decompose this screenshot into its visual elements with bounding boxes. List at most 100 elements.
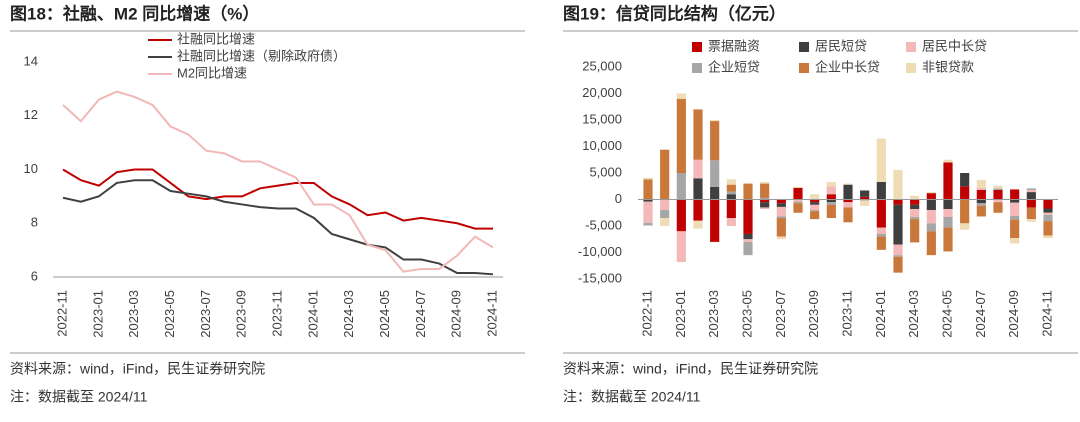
bar-segment — [1010, 215, 1020, 220]
bar-segment — [793, 187, 803, 200]
bar-segment — [760, 202, 770, 208]
bar-segment — [960, 173, 970, 187]
x-tick-label: 2022-11 — [54, 290, 69, 337]
date-note: 注：数据截至 2024/11 — [563, 389, 701, 405]
bar-segment — [1043, 214, 1053, 222]
bar-segment — [826, 182, 836, 187]
legend-label: 社融同比增速（剔除政府债） — [177, 48, 346, 63]
bar-segment — [993, 199, 1003, 203]
bar-segment — [693, 220, 703, 229]
x-tick-label: 2022-11 — [639, 290, 654, 337]
bar-segment — [826, 199, 836, 203]
bar-segment — [760, 207, 770, 210]
bar-segment — [776, 199, 786, 204]
bar-segment — [1043, 221, 1053, 236]
legend-label: 企业中长贷 — [815, 59, 880, 74]
legend-swatch — [906, 42, 916, 52]
bar-segment — [1026, 188, 1036, 190]
bar-segment — [993, 188, 1003, 190]
legend-label: 票据融资 — [708, 38, 760, 53]
bar-segment — [893, 255, 903, 257]
x-tick-label: 2023-01 — [90, 290, 105, 338]
bar-segment — [693, 109, 703, 160]
bar-segment — [810, 211, 820, 220]
legend-swatch — [692, 63, 702, 73]
bar-segment — [660, 199, 670, 211]
bar-segment — [776, 206, 786, 217]
bar-segment — [1043, 199, 1053, 209]
series-line — [62, 90, 494, 273]
bar-segment — [860, 200, 870, 206]
bar-segment — [876, 138, 886, 183]
bar-segment — [810, 194, 820, 200]
bar-segment — [810, 202, 820, 205]
bar-segment — [743, 233, 753, 240]
bar-segment — [943, 216, 953, 228]
bar-segment — [976, 199, 986, 204]
y-tick-label: 0 — [615, 191, 622, 206]
bar-segment — [710, 121, 720, 161]
bar-segment — [726, 179, 736, 185]
bar-segment — [793, 186, 803, 188]
y-tick-label: 12 — [24, 107, 38, 122]
bar-segment — [726, 199, 736, 219]
x-tick-label: 2023-11 — [269, 290, 284, 337]
bar-segment — [960, 199, 970, 224]
x-tick-label: 2024-07 — [413, 290, 428, 338]
x-tick-label: 2024-11 — [1039, 290, 1054, 337]
x-tick-label: 2024-09 — [1006, 290, 1021, 338]
bar-segment — [793, 199, 803, 202]
bar-segment — [776, 236, 786, 240]
legend-swatch — [799, 42, 809, 52]
bar-segment — [943, 159, 953, 163]
date-note: 注：数据截至 2024/11 — [10, 389, 148, 405]
bar-segment — [693, 159, 703, 179]
bar-segment — [710, 186, 720, 200]
x-tick-label: 2024-11 — [484, 290, 499, 337]
bar-segment — [1010, 238, 1020, 244]
x-tick-label: 2024-03 — [906, 290, 921, 338]
bar-segment — [993, 185, 1003, 189]
bar-segment — [776, 218, 786, 237]
legend-swatch — [692, 42, 702, 52]
x-tick-label: 2023-07 — [198, 290, 213, 338]
bar-segment — [976, 203, 986, 206]
legend-label: 居民中长贷 — [922, 38, 987, 53]
bar-segment — [1010, 199, 1020, 203]
bar-segment — [760, 197, 770, 200]
bar-segment — [1010, 219, 1020, 239]
bar-segment — [976, 189, 986, 200]
bar-segment — [826, 204, 836, 219]
legend-label: M2同比增速 — [177, 65, 247, 80]
chart-title: 图18：社融、M2 同比增速（%） — [10, 3, 259, 23]
series-line — [62, 168, 493, 230]
bar-segment — [910, 204, 920, 210]
legend-label: 非银贷款 — [922, 59, 974, 74]
bar-segment — [1010, 189, 1020, 200]
x-tick-label: 2023-09 — [806, 290, 821, 338]
bar-segment — [893, 256, 903, 273]
x-tick-label: 2024-09 — [449, 290, 464, 338]
bar-segment — [726, 218, 736, 226]
bar-segment — [860, 190, 870, 197]
bar-segment — [676, 98, 686, 173]
bar-segment — [776, 216, 786, 219]
bar-segment — [726, 194, 736, 200]
bar-segment — [910, 209, 920, 217]
bar-segment — [810, 199, 820, 203]
bar-segment — [826, 194, 836, 200]
bar-segment — [1026, 189, 1036, 193]
bar-segment — [676, 199, 686, 232]
bar-segment — [710, 160, 720, 187]
bar-segment — [860, 196, 870, 200]
bar-segment — [876, 236, 886, 250]
bar-segment — [1026, 192, 1036, 200]
bar-segment — [793, 201, 803, 204]
x-tick-label: 2023-05 — [162, 290, 177, 338]
y-tick-label: 10 — [24, 161, 38, 176]
bar-segment — [643, 201, 653, 223]
x-tick-label: 2024-05 — [377, 290, 392, 338]
bar-segment — [1043, 235, 1053, 239]
x-tick-label: 2023-11 — [839, 290, 854, 337]
bar-segment — [743, 241, 753, 256]
